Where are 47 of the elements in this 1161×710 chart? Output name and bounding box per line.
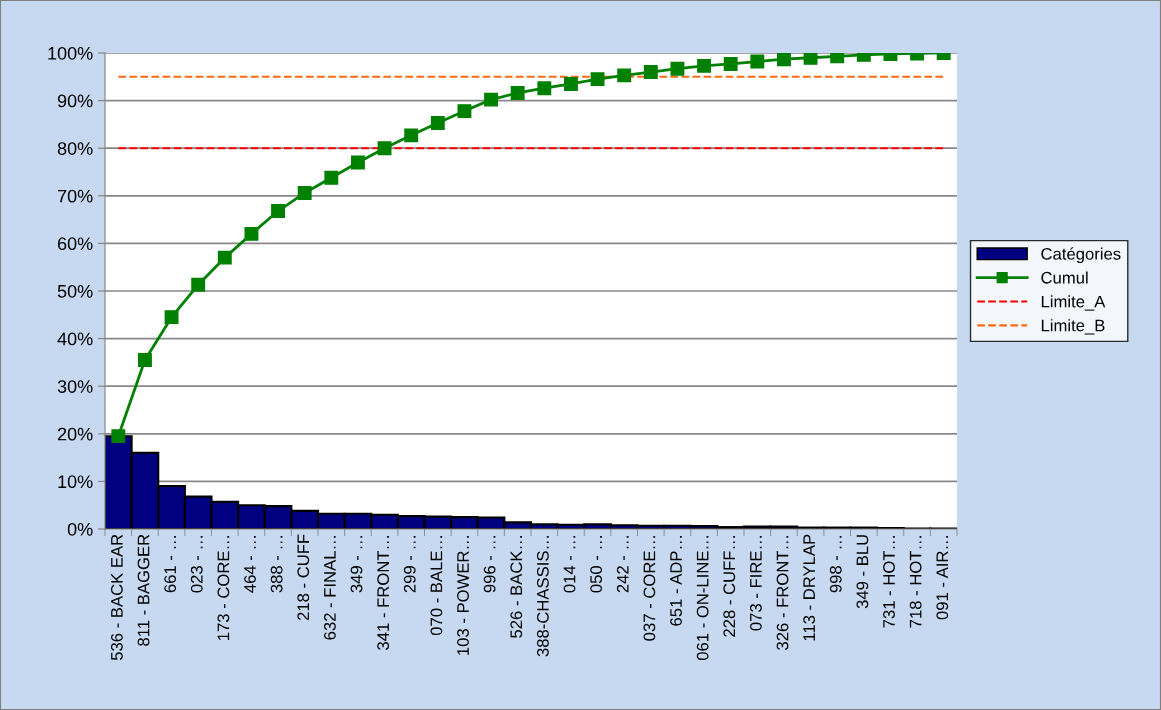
- x-tick-label: 073 - FIRE…: [749, 536, 762, 631]
- x-tick-label: 349 - BLU: [856, 535, 869, 609]
- x-tick-label: 023 - …: [190, 536, 203, 593]
- x-tick-label: 070 - BALE…: [430, 536, 443, 636]
- x-tick-label: 811 - BAGGER: [137, 534, 150, 646]
- x-tick-label: 349 - …: [350, 536, 363, 593]
- y-tick-label: 80%: [57, 142, 93, 155]
- x-tick-label: 718 - HOT…: [909, 536, 922, 628]
- x-tick-label: 388-CHASSIS…: [536, 536, 549, 657]
- x-tick-label: 326 - FRONT…: [776, 536, 789, 650]
- y-tick-label: 30%: [57, 380, 93, 393]
- y-tick-label: 60%: [57, 237, 93, 251]
- x-tick-label: 661 - …: [164, 536, 177, 593]
- x-tick-label: 998 - …: [829, 536, 842, 593]
- x-tick-label: 228 - CUFF…: [723, 536, 736, 637]
- y-tick-label: 0%: [67, 522, 93, 536]
- y-tick-label: 90%: [57, 94, 93, 108]
- x-tick-label: 014 - …: [563, 536, 576, 593]
- legend-label: Cumul: [1041, 271, 1088, 284]
- x-tick-label: 113 - DRYLAP: [803, 534, 816, 641]
- x-tick-label: 526 - BACK…: [510, 536, 523, 638]
- x-tick-label: 341 - FRONT…: [377, 536, 390, 650]
- y-tick-label: 50%: [57, 284, 93, 298]
- x-tick-label: 218 - CUFF: [297, 534, 310, 621]
- x-tick-label: 536 - BACK EAR: [110, 534, 123, 661]
- x-tick-label: 242 - …: [616, 536, 629, 593]
- x-tick-label: 299 - …: [403, 536, 416, 593]
- legend-label: Limite_A: [1041, 295, 1106, 311]
- x-tick-label: 103 - POWER…: [457, 536, 469, 655]
- legend-label: Catégories: [1041, 247, 1121, 264]
- x-tick-label: 061 - ON-LINE…: [696, 536, 709, 661]
- x-tick-label: 037 - CORE…: [643, 536, 656, 641]
- x-tick-label: 050 - …: [590, 536, 603, 593]
- y-tick-label: 100%: [48, 46, 93, 60]
- y-tick-label: 70%: [57, 189, 93, 203]
- x-tick-label: 388 - …: [270, 536, 283, 593]
- y-tick-label: 20%: [57, 427, 93, 441]
- x-tick-label: 091 - AIR…: [936, 536, 949, 620]
- y-tick-label: 40%: [57, 332, 93, 346]
- x-tick-label: 173 - CORE…: [217, 536, 230, 641]
- x-tick-label: 996 - …: [483, 536, 496, 593]
- x-tick-label: 632 - FINAL…: [323, 536, 336, 640]
- y-tick-label: 10%: [58, 475, 93, 489]
- x-tick-label: 651 - ADP…: [670, 536, 682, 626]
- legend-label: Limite_B: [1041, 319, 1105, 335]
- x-tick-label: 731 - HOT…: [883, 536, 895, 628]
- x-tick-label: 464 - …: [244, 536, 256, 593]
